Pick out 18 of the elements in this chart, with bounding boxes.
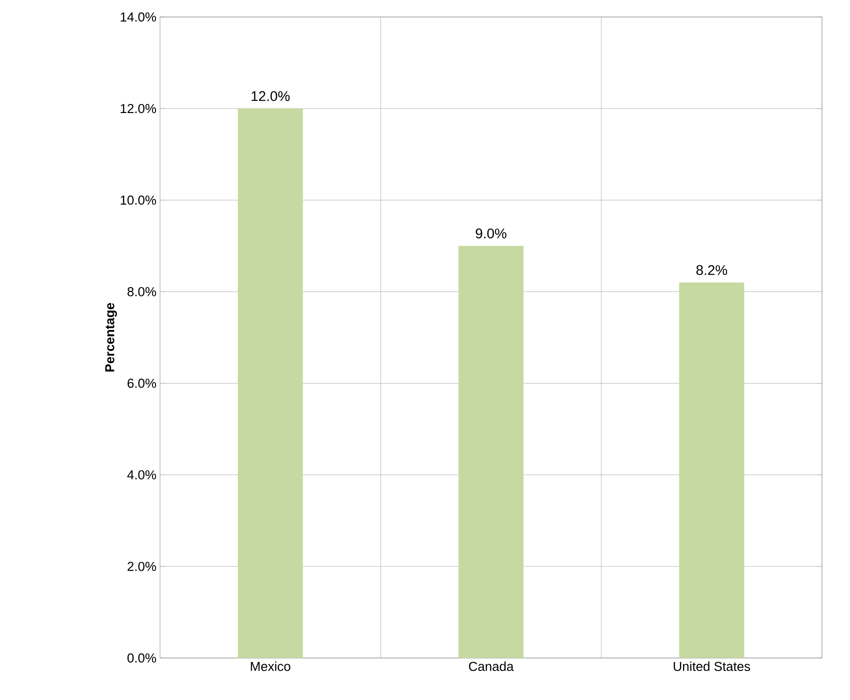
y-tick-label: 6.0% [128, 378, 156, 388]
bar [238, 108, 303, 658]
x-tick-label: Mexico [250, 662, 290, 672]
y-tick-label: 2.0% [128, 562, 156, 571]
x-tick-label: Canada [468, 662, 514, 672]
y-tick-label: 10.0% [120, 196, 156, 205]
y-tick-label: 4.0% [127, 470, 156, 480]
data-label: 9.0% [476, 228, 506, 238]
data-label: 12.0% [252, 91, 290, 102]
y-tick-label: 0.0% [127, 653, 156, 663]
y-tick-label: 8.0% [128, 287, 156, 296]
x-tick-label: United States [674, 662, 750, 672]
bar [679, 282, 744, 658]
y-tick-label: 12.0% [120, 104, 156, 114]
y-tick-label: 14.0% [120, 12, 156, 22]
y-axis-title: Percentage [105, 303, 117, 372]
bar [458, 246, 524, 658]
data-label: 8.2% [696, 265, 728, 276]
